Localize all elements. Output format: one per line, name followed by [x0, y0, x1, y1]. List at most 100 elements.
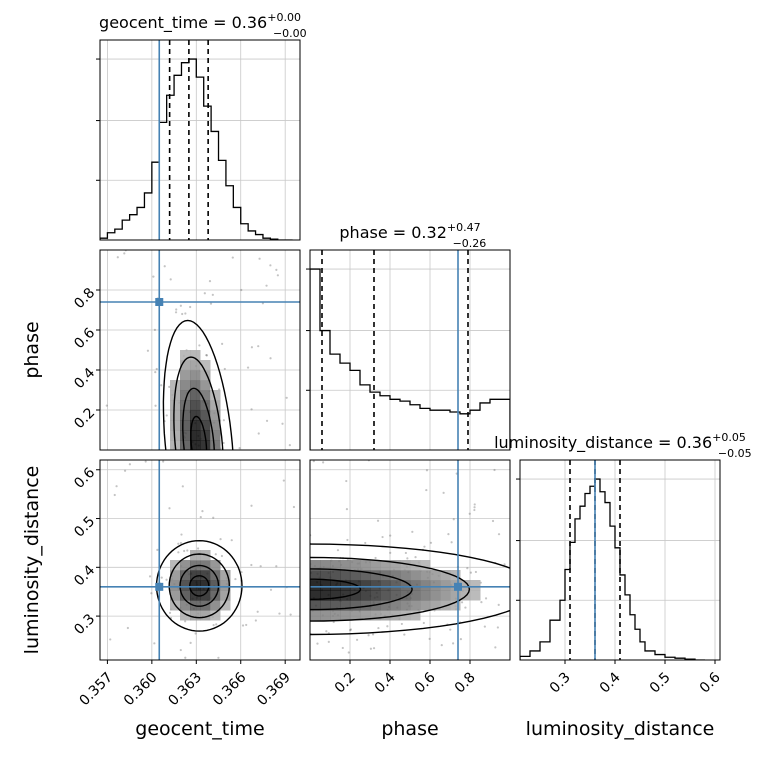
scatter-point [211, 293, 214, 296]
density-cell [410, 580, 421, 591]
density-cell [190, 580, 201, 591]
density-cell [390, 560, 401, 571]
x-tick-label: 0.357 [77, 669, 117, 709]
scatter-point [484, 597, 488, 600]
contour-line [188, 575, 210, 597]
density-cell [440, 590, 451, 601]
scatter-point [464, 606, 467, 609]
scatter-point [269, 357, 272, 360]
density-cell [350, 610, 361, 621]
hist-title-geocent_time: geocent_time = 0.36+0.00 [99, 11, 301, 33]
panel-frame [99, 459, 301, 661]
density-cell [420, 600, 431, 611]
scatter-point [177, 542, 180, 545]
scatter-point [259, 565, 262, 568]
scatter-point [184, 656, 187, 659]
scatter-point [231, 256, 234, 259]
density-cell [370, 580, 381, 591]
scatter-point [168, 385, 171, 388]
density-cell [210, 440, 221, 450]
scatter-point [175, 308, 178, 311]
density-cell [350, 600, 361, 611]
hist-series-geocent_time [100, 58, 293, 240]
scatter-point [400, 622, 403, 626]
density-cell [180, 350, 191, 361]
scatter-point [275, 268, 278, 271]
scatter-point [155, 367, 158, 371]
density-cell [470, 590, 481, 601]
scatter-point [316, 642, 319, 645]
scatter-point [179, 304, 182, 307]
x-axis-label: luminosity_distance [526, 718, 715, 740]
scatter-point [483, 625, 486, 628]
joint-content [100, 250, 300, 450]
scatter-point [374, 556, 377, 560]
scatter-point [257, 432, 260, 435]
scatter-point [181, 485, 184, 488]
contour-line [182, 387, 215, 450]
density-cell [340, 610, 351, 621]
x-tick-label: 0.4 [597, 669, 624, 696]
scatter-point [288, 444, 291, 447]
scatter-point [154, 371, 157, 374]
scatter-point [327, 640, 330, 643]
scatter-point [250, 346, 254, 349]
scatter-point [422, 621, 425, 625]
scatter-point [469, 571, 472, 574]
density-cell [190, 570, 201, 581]
scatter-point [389, 551, 392, 554]
density-cell [390, 580, 401, 591]
scatter-point [322, 461, 325, 464]
density-cell [400, 600, 411, 611]
scatter-point [312, 460, 315, 463]
density-cell [200, 400, 211, 411]
x-tick-label: 0.8 [452, 669, 479, 696]
scatter-point [440, 644, 443, 647]
contour-line [190, 415, 208, 450]
scatter-point [186, 549, 189, 552]
density-cell [210, 420, 221, 431]
scatter-point [429, 541, 433, 544]
joint-content [310, 460, 510, 660]
hist-series-phase [310, 268, 510, 450]
hist-title-phase: phase = 0.32+0.47 [339, 221, 480, 242]
hist-title-luminosity_distance: luminosity_distance = 0.36+0.05 [494, 431, 746, 453]
scatter-point [168, 611, 172, 614]
scatter-point [217, 656, 220, 659]
title-minus: −0.26 [453, 237, 487, 250]
y-tick-label: 0.6 [71, 465, 98, 492]
density-cell [460, 590, 471, 601]
title-main: luminosity_distance = 0.36 [494, 433, 712, 453]
density-cell [330, 600, 341, 611]
scatter-point [497, 533, 501, 536]
density-cell [380, 600, 391, 611]
scatter-point [201, 510, 204, 513]
density-cell [450, 600, 461, 611]
title-minus: −0.00 [273, 27, 307, 40]
density-cell [190, 610, 201, 621]
density-cell [320, 590, 331, 601]
density-cell [200, 370, 211, 381]
scatter-point [491, 519, 495, 523]
density-cell [180, 440, 191, 450]
scatter-point [355, 638, 359, 641]
density-cell [220, 590, 231, 601]
scatter-point [115, 485, 118, 488]
density-cell [440, 580, 451, 591]
density-cell [200, 570, 211, 581]
scatter-point [240, 571, 243, 574]
density-cell [170, 430, 181, 441]
scatter-point [450, 541, 453, 544]
density-cell [450, 570, 461, 581]
scatter-point [153, 642, 156, 645]
scatter-point [452, 518, 455, 521]
density-cell [190, 550, 201, 561]
scatter-point [449, 628, 452, 631]
scatter-point [425, 469, 429, 472]
density-cell [340, 560, 351, 571]
density-cell [180, 370, 191, 381]
contour-line [179, 564, 220, 607]
density-cell [200, 390, 211, 401]
scatter-point [128, 463, 131, 466]
density-cell [430, 580, 441, 591]
